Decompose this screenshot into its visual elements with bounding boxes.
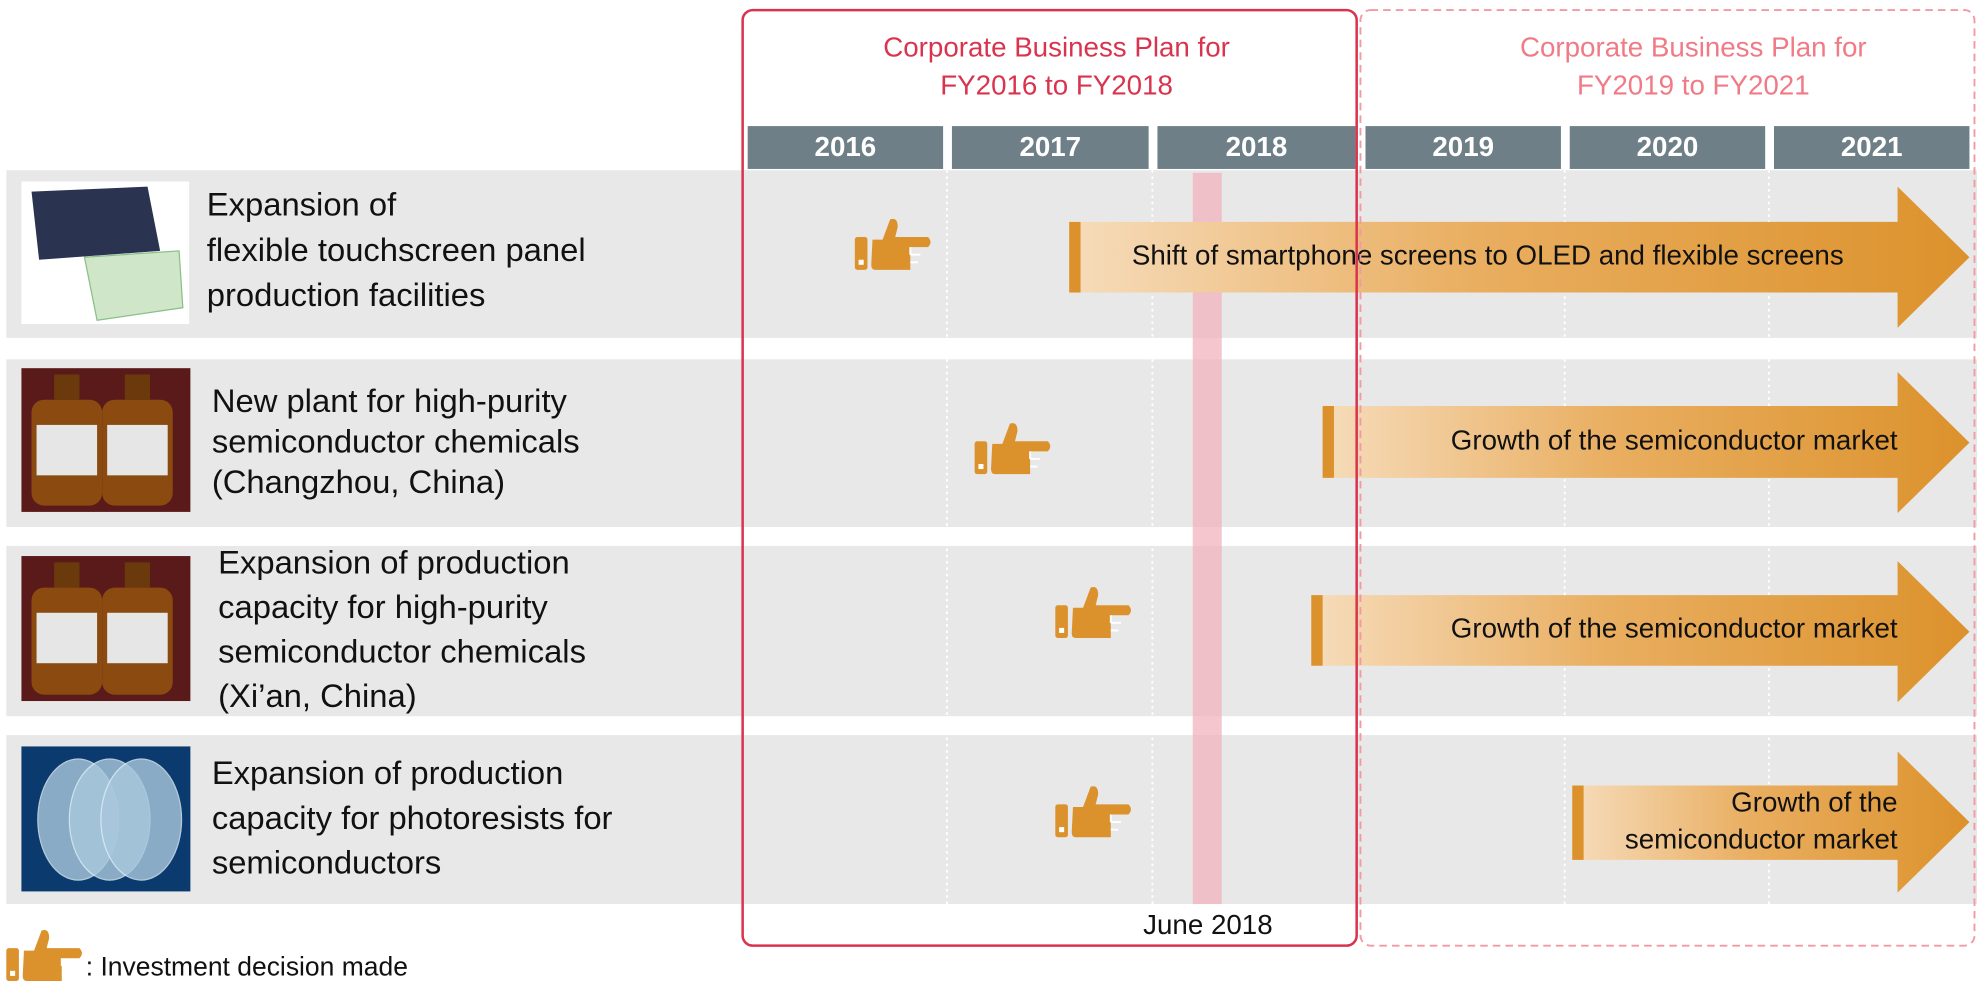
arrow-text: Growth of the semiconductor market: [1451, 613, 1898, 644]
legend-icon: [5, 929, 83, 982]
year-label: 2021: [1841, 131, 1903, 162]
bottle-label: [107, 612, 168, 664]
plan-box: [1359, 9, 1976, 947]
year-header: [1774, 126, 1970, 169]
row-label: Expansion of: [207, 185, 397, 222]
row-label: (Xi’an, China): [218, 677, 417, 714]
bottle-cap: [54, 562, 80, 588]
plan-box: [741, 8, 1358, 947]
trend-arrow: [1572, 751, 1970, 893]
bottle-cap: [124, 562, 151, 588]
plan-title: FY2019 to FY2021: [1577, 69, 1810, 100]
row-label: capacity for photoresists for: [212, 799, 613, 836]
bottle-label: [107, 424, 168, 476]
arrow-start: [1311, 595, 1323, 666]
thumbnail: [21, 181, 190, 325]
arrow-text: semiconductor market: [1625, 823, 1898, 854]
arrow-text: Growth of the: [1731, 787, 1897, 818]
legend-text: : Investment decision made: [86, 951, 408, 981]
trend-arrow: [1322, 371, 1970, 514]
row-label: New plant for high-purity: [212, 382, 568, 419]
arrow-text: Growth of the semiconductor market: [1451, 424, 1898, 455]
thumbnail: [21, 556, 191, 702]
year-label: 2017: [1019, 131, 1081, 162]
plan-title: FY2016 to FY2018: [940, 69, 1173, 100]
year-header: [747, 126, 944, 169]
trend-arrow: [1311, 561, 1970, 703]
year-label: 2019: [1432, 131, 1494, 162]
row-label: Expansion of production: [212, 754, 564, 791]
bottle-label: [36, 424, 98, 476]
sheet: [83, 250, 184, 321]
arrows: Shift of smartphone screens to OLED and …: [853, 186, 1970, 893]
marker-label: June 2018: [1143, 909, 1272, 940]
year-header: [1365, 126, 1561, 169]
thumbnail: [21, 746, 191, 892]
plan-title: Corporate Business Plan for: [1520, 32, 1867, 63]
bottle-cap: [124, 374, 151, 400]
trend-arrow: [1069, 186, 1970, 328]
june-band: [1192, 172, 1222, 905]
year-header: [1569, 126, 1766, 169]
thumbnail: [21, 368, 191, 512]
year-header: [951, 126, 1149, 169]
wafer: [100, 758, 183, 881]
overlay: Corporate Business Plan for FY2016 to FY2…: [5, 8, 1976, 982]
year-label: 2016: [815, 131, 877, 162]
year-header: [1157, 126, 1356, 169]
row-label: semiconductors: [212, 844, 441, 881]
row-label: Expansion of production: [218, 544, 570, 581]
laptop: [31, 186, 161, 260]
bottle-label: [36, 612, 98, 664]
row-label: flexible touchscreen panel: [207, 231, 586, 268]
arrow-start: [1572, 785, 1584, 860]
bottle-cap: [54, 374, 80, 400]
row-label: semiconductor chemicals: [212, 422, 580, 459]
arrow-start: [1322, 406, 1334, 478]
year-label: 2018: [1226, 131, 1288, 162]
row-label: (Changzhou, China): [212, 463, 505, 500]
row-label: production facilities: [207, 276, 486, 313]
row-label: semiconductor chemicals: [218, 633, 586, 670]
arrow-start: [1069, 221, 1081, 293]
plan-title: Corporate Business Plan for: [883, 32, 1230, 63]
arrow-text: Shift of smartphone screens to OLED and …: [1132, 240, 1844, 271]
year-label: 2020: [1637, 131, 1699, 162]
row-label: capacity for high-purity: [218, 588, 548, 625]
